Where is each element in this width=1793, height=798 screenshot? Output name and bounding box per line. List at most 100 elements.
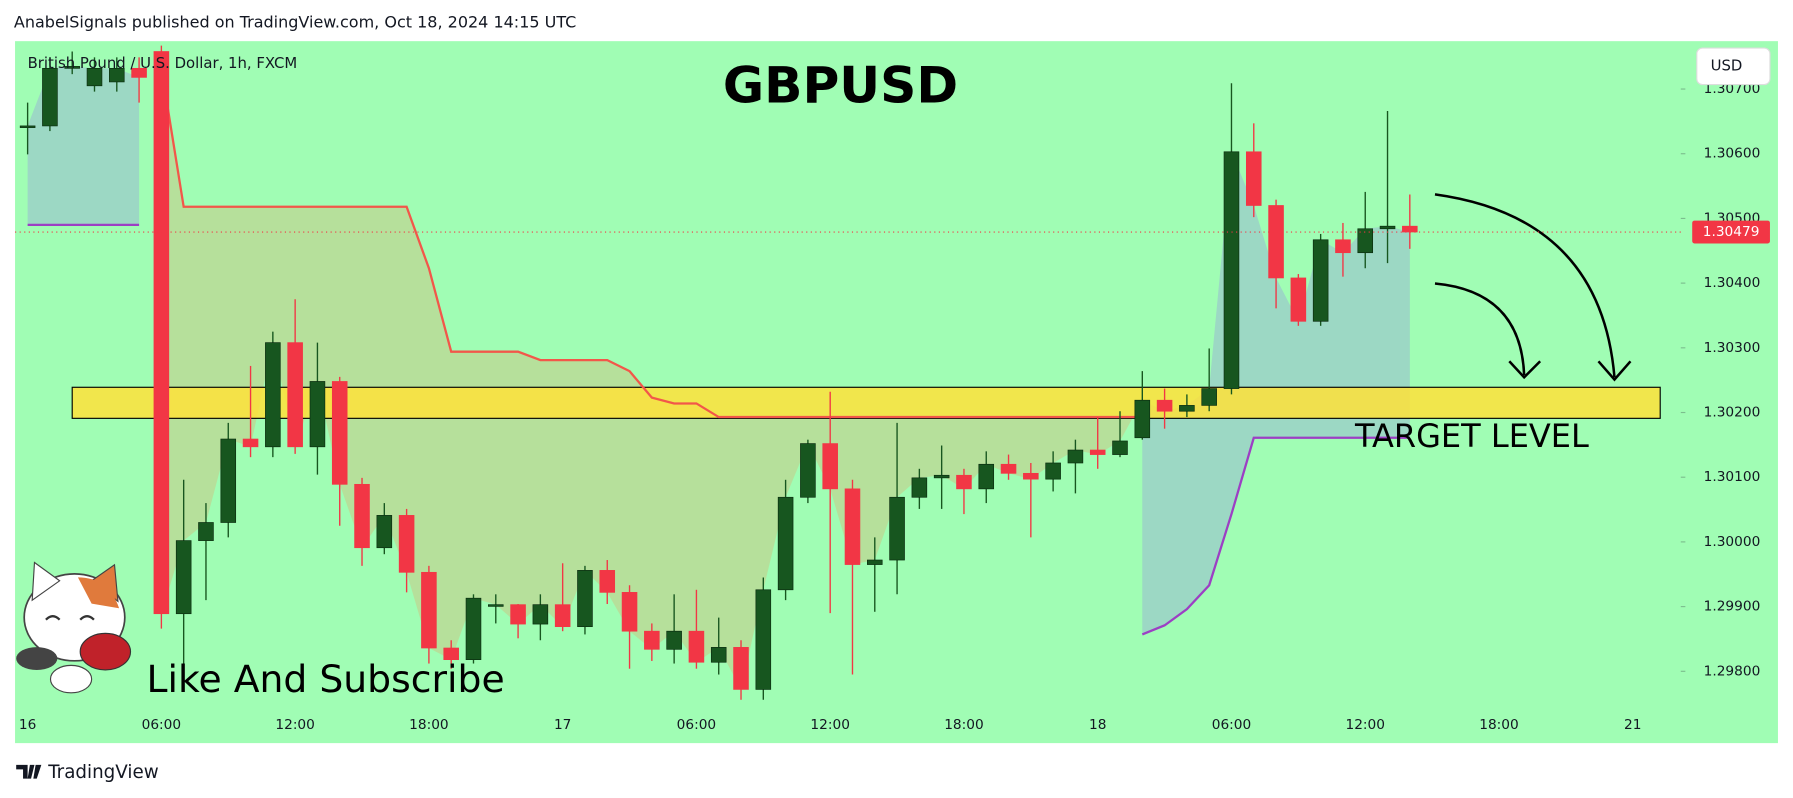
x-tick-label: 17 <box>554 717 571 733</box>
candle-body <box>1223 151 1240 389</box>
candle-body <box>554 604 571 628</box>
candle-body <box>1312 239 1329 322</box>
candle-body <box>1245 151 1262 206</box>
candle-body <box>800 443 816 498</box>
candle-body <box>867 559 883 565</box>
x-tick-label: 18 <box>1089 717 1106 733</box>
candle-body <box>577 570 593 628</box>
candle-body <box>42 67 58 127</box>
candle-body <box>287 342 303 448</box>
candle-body <box>1067 449 1084 464</box>
candle-body <box>331 381 348 485</box>
candle-body <box>265 342 281 448</box>
arrows <box>1434 193 1632 382</box>
x-tick-label: 21 <box>1624 717 1641 733</box>
candle-body <box>710 647 727 663</box>
y-tick-label: 1.29800 <box>1704 663 1761 679</box>
arrow <box>1434 193 1616 378</box>
candle-body <box>220 438 237 523</box>
cat-body <box>49 664 93 694</box>
y-tick-label: 1.29900 <box>1704 599 1761 615</box>
x-tick-label: 12:00 <box>275 717 315 733</box>
candle-body <box>86 67 103 87</box>
cat-sticker <box>16 561 132 694</box>
currency-label: USD <box>1711 56 1743 74</box>
candle-body <box>175 540 192 615</box>
candle-body <box>733 647 749 690</box>
last-price-label: 1.30479 <box>1703 224 1760 240</box>
x-tick-label: 12:00 <box>810 717 850 733</box>
footer: TradingView <box>47 762 159 783</box>
candle-body <box>1357 228 1374 254</box>
candle-body <box>1134 399 1151 439</box>
arrow <box>1434 282 1526 376</box>
header: AnabelSignals published on TradingView.c… <box>14 12 576 31</box>
y-tick-label: 1.30000 <box>1704 534 1761 550</box>
y-tick-label: 1.30200 <box>1704 405 1761 421</box>
y-tick-label: 1.30400 <box>1704 275 1761 291</box>
cat-cup <box>79 632 132 671</box>
candle-body <box>1112 440 1128 455</box>
candle-body <box>755 589 772 690</box>
y-tick-label: 1.30300 <box>1704 340 1761 356</box>
x-tick-label: 06:00 <box>677 717 717 733</box>
candle-body <box>443 647 459 660</box>
candle-body <box>688 630 705 663</box>
plot <box>19 45 1661 700</box>
x-tick-label: 06:00 <box>1212 717 1252 733</box>
candle-body <box>911 477 928 498</box>
candle-body <box>1023 472 1039 480</box>
candle-body <box>242 438 259 448</box>
candle-body <box>1402 225 1418 233</box>
candle-body <box>131 67 147 78</box>
candle-body <box>844 488 861 565</box>
candle-body <box>64 66 80 69</box>
x-tick-label: 18:00 <box>1479 717 1519 733</box>
candle-body <box>309 381 326 448</box>
candle-body <box>532 604 549 625</box>
candle-body <box>599 570 616 593</box>
candle-body <box>1045 462 1061 480</box>
chart-title: GBPUSD <box>723 56 958 115</box>
candle-body <box>644 630 660 650</box>
arrow-head <box>1597 360 1632 382</box>
x-tick-label: 16 <box>19 717 36 733</box>
subtitle: British Pound / U.S. Dollar, 1h, FXCM <box>28 54 298 72</box>
cat-patch <box>77 577 120 609</box>
last-price-box <box>1692 220 1770 244</box>
candle-body <box>1290 277 1307 322</box>
candle-body <box>465 597 482 660</box>
candle-body <box>777 496 794 591</box>
candle-body <box>19 125 36 128</box>
indicator-line <box>160 68 1143 419</box>
candle-body <box>1379 225 1396 230</box>
candle-body <box>109 67 125 83</box>
candle-body <box>1179 405 1195 412</box>
currency-box <box>1696 47 1771 86</box>
indicator-line <box>1141 436 1410 636</box>
candle-body <box>1156 399 1173 412</box>
candle-body <box>1201 388 1217 406</box>
candle-body <box>354 483 370 549</box>
candle-body <box>398 515 415 573</box>
cat-cup <box>16 647 58 670</box>
candle-body <box>421 571 437 649</box>
candle-body <box>1268 205 1284 279</box>
candle-body <box>510 604 526 625</box>
candle-body <box>933 474 950 479</box>
candle-body <box>1000 463 1017 474</box>
x-tick-label: 18:00 <box>944 717 984 733</box>
arrow-head <box>1508 360 1542 380</box>
x-tick-label: 06:00 <box>142 717 182 733</box>
candle-body <box>1089 449 1106 455</box>
candle-body <box>198 522 214 541</box>
annotation: TARGET LEVEL <box>1354 417 1589 455</box>
cat-eyes <box>45 615 95 621</box>
y-tick-label: 1.30600 <box>1704 146 1761 162</box>
candle-body <box>376 515 393 549</box>
candle-body <box>889 496 905 561</box>
cat-ear <box>31 561 61 602</box>
candle-body <box>978 463 995 490</box>
